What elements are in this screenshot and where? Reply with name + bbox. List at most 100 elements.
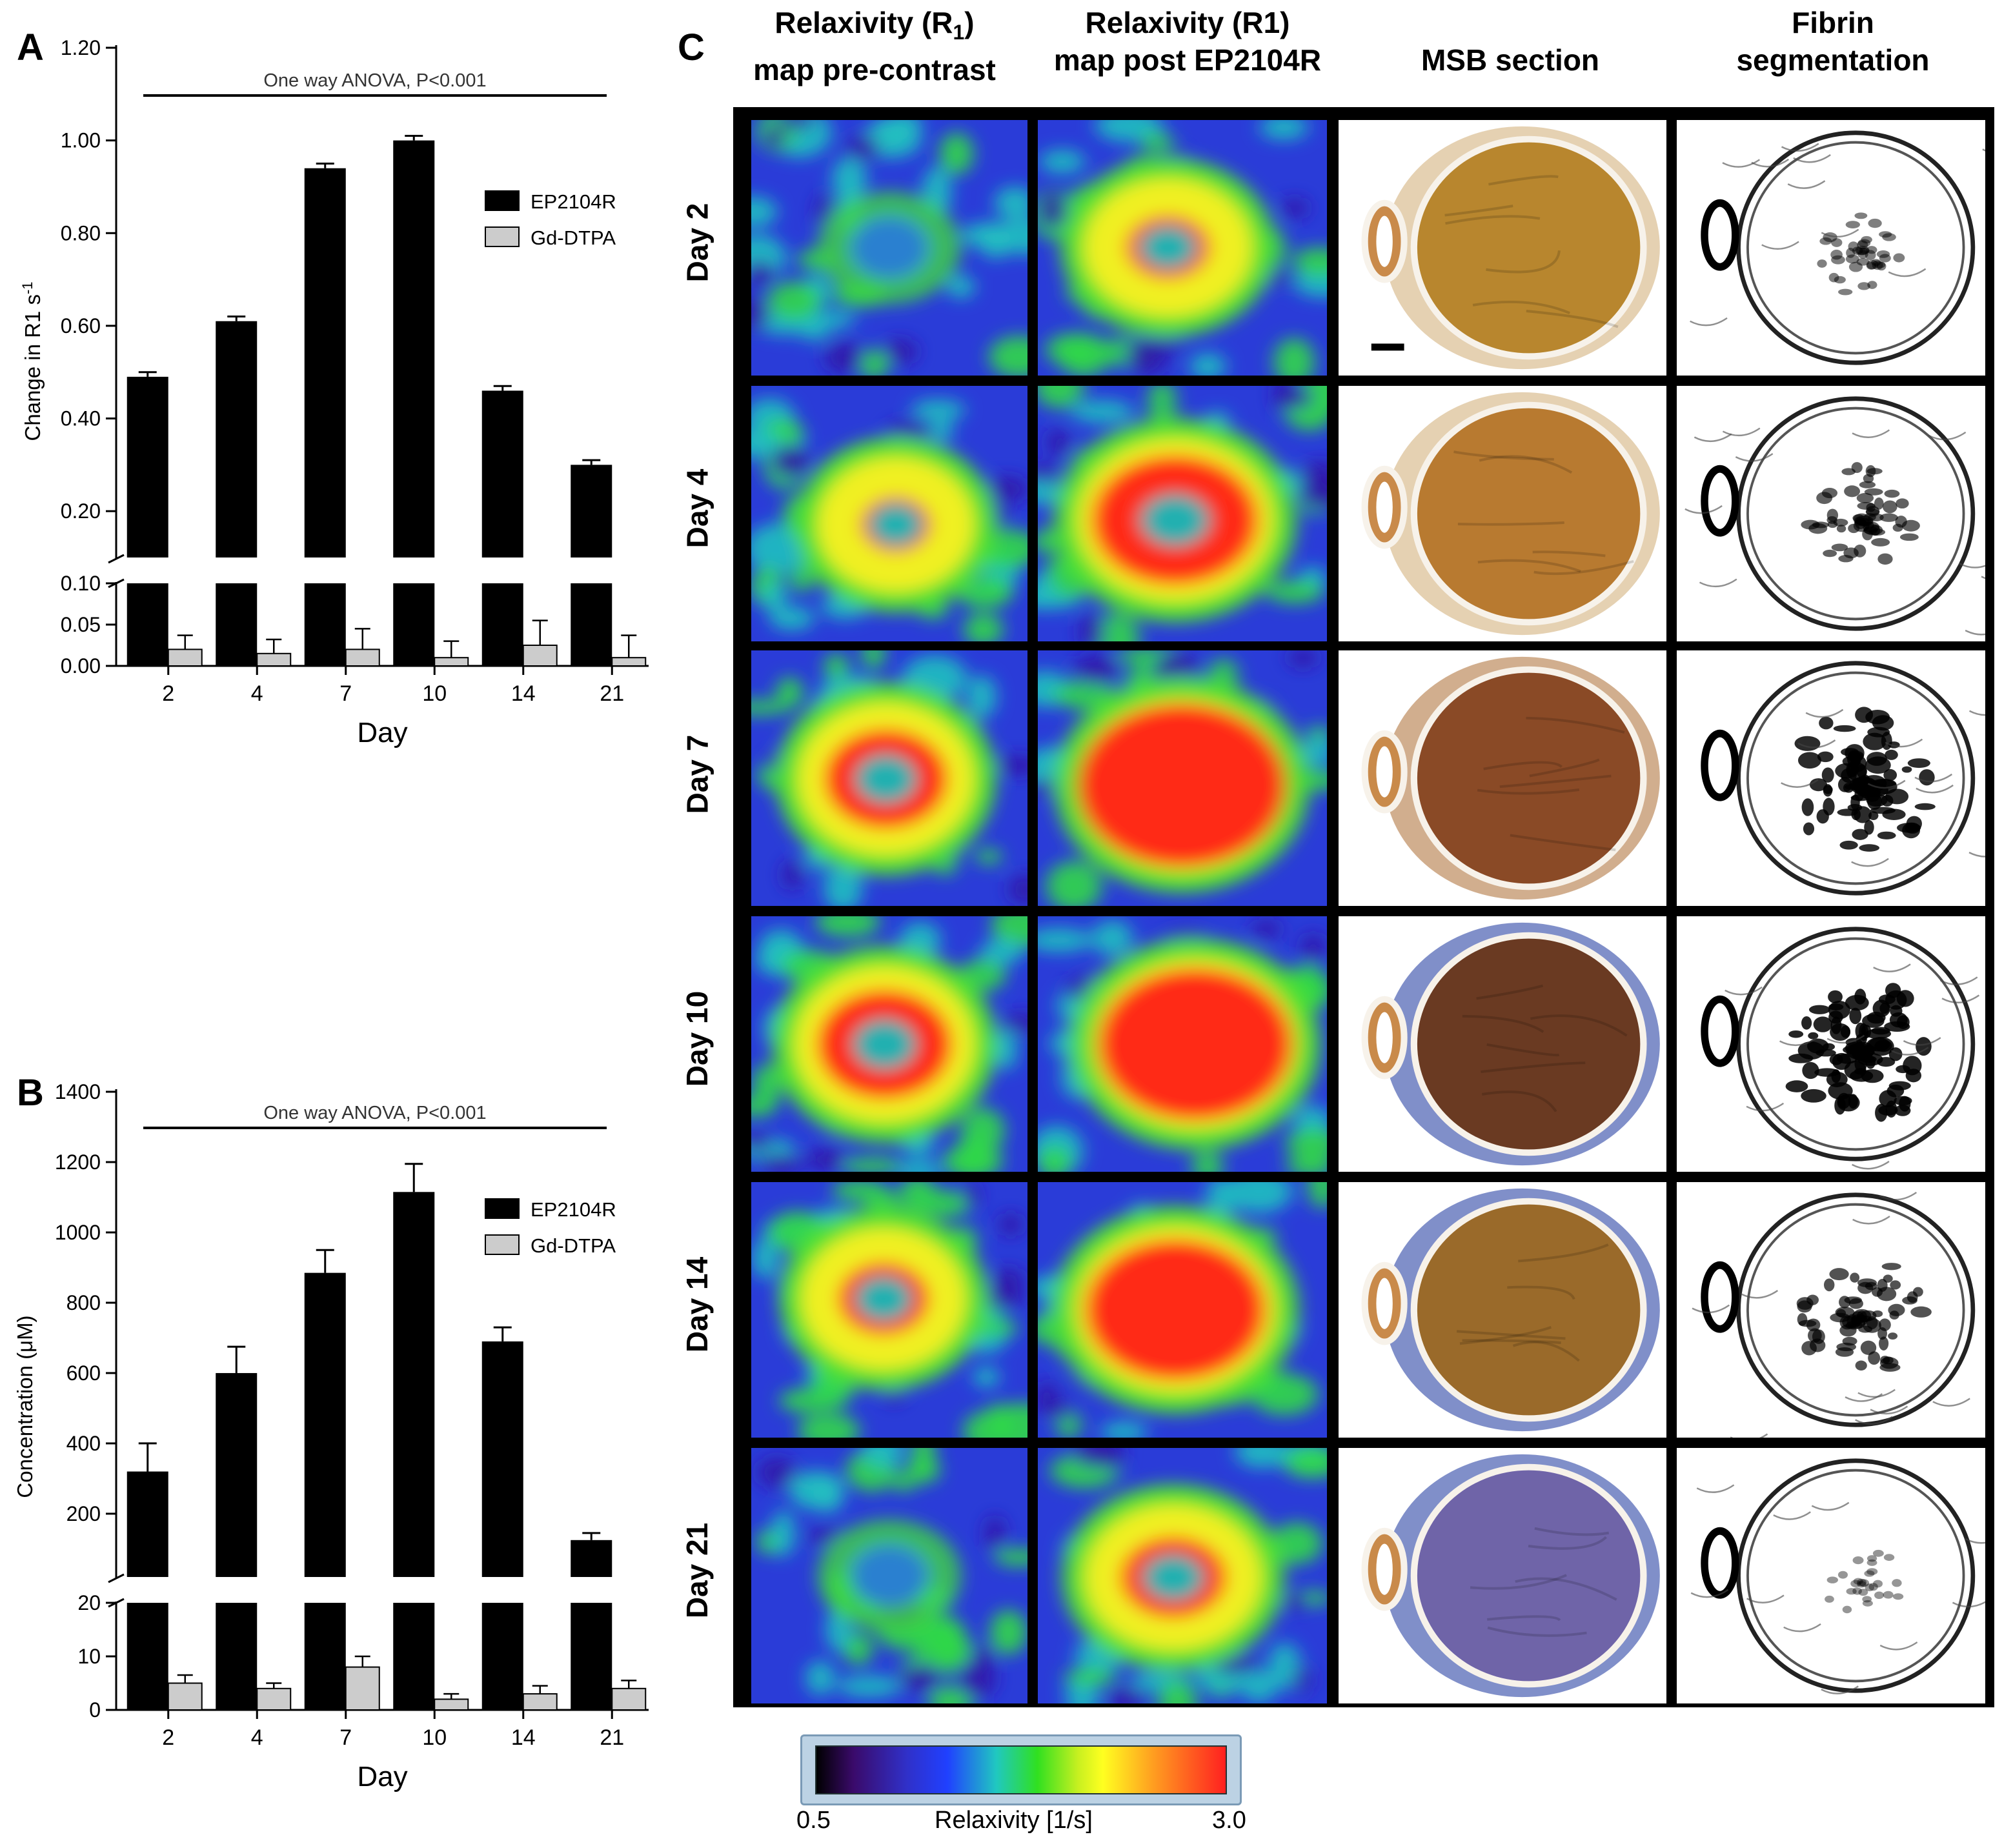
fibrin-deposit <box>1866 506 1880 517</box>
map-texture-blob <box>751 1098 777 1117</box>
map-dark-blob <box>1253 919 1280 939</box>
fibrin-deposit <box>1821 767 1834 783</box>
map-core-center <box>1142 1554 1204 1601</box>
fibrin-artery-outline <box>1701 995 1739 1067</box>
panel-letter-a: A <box>17 26 44 68</box>
fibrin-deposit <box>1892 1593 1904 1600</box>
y-tick-label-upper-1: 1.00 <box>61 129 101 152</box>
msb-texture-stroke <box>1479 455 1573 474</box>
map-texture-blob <box>928 420 954 442</box>
colorbar-min-label: 0.5 <box>796 1807 831 1834</box>
map-texture-blob <box>911 399 966 421</box>
msb-texture-stroke <box>1456 1330 1566 1340</box>
fibrin-deposit <box>1893 253 1905 263</box>
msb-texture-stroke <box>1512 1341 1580 1362</box>
msb-texture-stroke <box>1487 1626 1587 1637</box>
fibrin-deposit <box>1855 1360 1867 1371</box>
fibrin-deposit <box>1788 1053 1814 1063</box>
fibrin-deposit <box>1852 1556 1864 1565</box>
fibrin-deposit <box>1864 819 1874 835</box>
msb-section-image <box>1361 1188 1660 1432</box>
fibrin-deposit <box>1852 1587 1862 1595</box>
map-texture-blob <box>893 1474 916 1492</box>
fibrin-tissue-stroke <box>1879 1641 1918 1651</box>
fibrin-tissue-stroke <box>1805 708 1844 718</box>
msb-section-image <box>1361 1454 1660 1698</box>
bar-ep2104r-lower-5 <box>571 1603 612 1710</box>
fibrin-deposit <box>1801 1016 1812 1030</box>
msb-artery-lumen <box>1376 216 1393 267</box>
legend-label-1: Gd-DTPA <box>531 1234 616 1257</box>
fibrin-tissue-stroke <box>1888 268 1927 277</box>
bar-ep2104r-lower-4 <box>481 583 523 666</box>
map-texture-blob <box>962 223 1004 248</box>
fibrin-deposit <box>1828 1003 1844 1010</box>
fibrin-deposit <box>1874 497 1884 510</box>
map-texture-blob <box>839 1157 905 1172</box>
fibrin-deposit <box>1823 784 1833 797</box>
map-blobs <box>1038 919 1327 1172</box>
y-tick-label-upper-0: 1400 <box>55 1080 101 1103</box>
fibrin-tissue-stroke <box>1690 1589 1729 1598</box>
fibrin-vessel-inner-outline <box>1746 671 1965 885</box>
map-texture-blob <box>776 677 804 708</box>
msb-thrombus <box>1417 408 1641 619</box>
fibrin-deposit <box>1848 1298 1864 1309</box>
map-texture-blob <box>939 132 974 176</box>
fibrin-deposit <box>1817 751 1834 763</box>
fibrin-tissue-stroke <box>1821 228 1859 238</box>
msb-texture-stroke <box>1477 559 1581 573</box>
fibrin-deposit <box>1879 1318 1891 1331</box>
bar-gd-dtpa-1 <box>256 652 292 667</box>
fibrin-deposit <box>1883 768 1897 781</box>
map-dark-blob <box>1279 1593 1311 1610</box>
fibrin-deposit <box>1901 766 1912 773</box>
fibrin-deposit <box>1883 1274 1893 1283</box>
fibrin-artery-outline <box>1701 1261 1739 1333</box>
fibrin-tissue-stroke <box>1692 1304 1730 1314</box>
map-texture-blob <box>911 1448 936 1475</box>
image-grid <box>733 107 1994 1707</box>
map-dark-blob <box>782 859 803 890</box>
map-texture-blob <box>805 1660 835 1696</box>
map-core-center <box>853 1019 916 1070</box>
fibrin-deposit <box>1826 1576 1839 1583</box>
fibrin-tissue-stroke <box>1699 578 1737 588</box>
map-texture-blob <box>1140 132 1174 152</box>
fibrin-deposit <box>1822 1043 1836 1050</box>
fibrin-vessel-inner-outline <box>1746 141 1965 355</box>
map-texture-blob <box>973 1366 1000 1388</box>
pre-contrast-map-day-4 <box>751 386 1027 641</box>
map-texture-blob <box>1239 1669 1278 1703</box>
fibrin-deposit <box>1876 1287 1897 1301</box>
fibrin-deposit <box>1830 1312 1850 1323</box>
map-texture-blob <box>789 1471 843 1511</box>
fibrin-tissue-stroke <box>1879 1191 1917 1201</box>
y-tick-label-upper-2: 0.80 <box>61 221 101 245</box>
msb-texture-stroke <box>1481 1090 1557 1112</box>
post-contrast-map-day-21 <box>1038 1448 1327 1703</box>
fibrin-vessel-inner-outline <box>1746 407 1965 621</box>
bar-ep2104r-lower-1 <box>216 1603 258 1710</box>
msb-texture-stroke <box>1457 521 1564 526</box>
fibrin-deposit <box>1808 1032 1819 1040</box>
fibrin-tissue-stroke <box>1783 1623 1821 1632</box>
fibrin-segmentation-day-14 <box>1677 1182 1985 1438</box>
bar-gd-dtpa-4 <box>522 645 558 667</box>
fibrin-artery-outline <box>1701 199 1739 271</box>
fibrin-deposit <box>1801 1089 1826 1103</box>
fibrin-deposit <box>1819 716 1834 730</box>
msb-section-day-14 <box>1339 1182 1666 1438</box>
map-texture-blob <box>947 275 975 299</box>
fibrin-tissue-stroke <box>1722 427 1761 437</box>
y-tick-label-lower-0: 0.10 <box>61 572 101 595</box>
fibrin-deposit <box>1890 1280 1901 1290</box>
x-tick-label-4: 14 <box>511 681 536 706</box>
map-texture-blob <box>762 581 787 612</box>
map-dark-blob <box>1288 650 1318 668</box>
map-texture-blob <box>1038 1145 1071 1172</box>
fibrin-deposits <box>1825 1549 1904 1614</box>
y-tick-label-upper-4: 0.40 <box>61 407 101 430</box>
map-dark-blob <box>1293 1665 1311 1693</box>
map-texture-blob <box>1308 1182 1327 1209</box>
